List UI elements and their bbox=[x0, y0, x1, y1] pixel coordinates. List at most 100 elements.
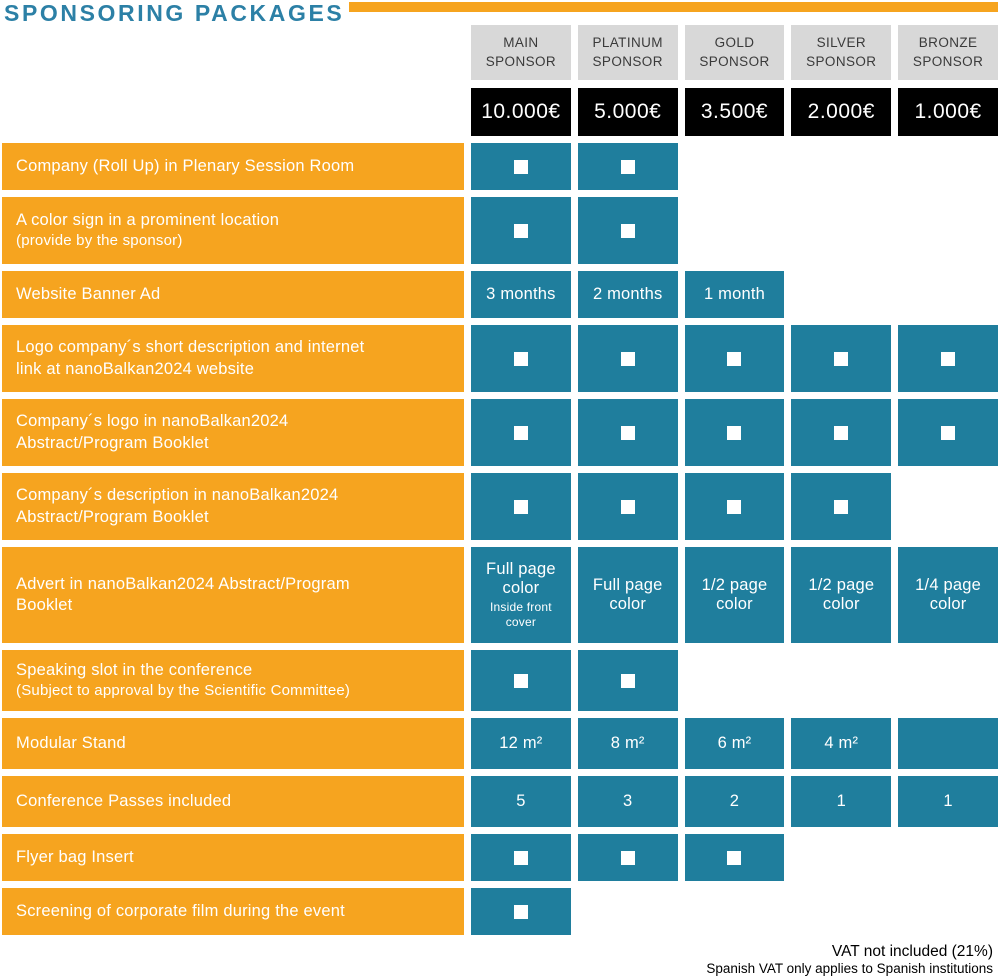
benefit-cell: 1/4 page color bbox=[898, 547, 998, 643]
vat-note-line2: Spanish VAT only applies to Spanish inst… bbox=[706, 961, 993, 977]
feature-label: Flyer bag Insert bbox=[2, 834, 464, 881]
feature-label-line1: Speaking slot in the conference bbox=[16, 661, 253, 680]
benefit-cell-text: 1 bbox=[836, 791, 846, 810]
check-square-icon bbox=[941, 351, 956, 366]
benefit-cell: 3 bbox=[577, 776, 678, 827]
feature-label-line1: Company´s description in nanoBalkan2024 bbox=[16, 486, 339, 505]
feature-label-line2: Abstract/Program Booklet bbox=[16, 507, 209, 526]
feature-row: Modular Stand 12 m² 8 m² 6 m² 4 m² bbox=[2, 718, 998, 769]
price-cell: 3.500€ bbox=[684, 88, 785, 136]
benefit-cell bbox=[471, 888, 571, 935]
empty-slot bbox=[791, 650, 891, 711]
page-title: SPONSORING PACKAGES bbox=[4, 0, 345, 26]
feature-row: Company (Roll Up) in Plenary Session Roo… bbox=[2, 143, 998, 190]
empty-slot bbox=[685, 143, 785, 190]
benefit-cell bbox=[471, 325, 571, 392]
feature-label: Screening of corporate film during the e… bbox=[2, 888, 464, 935]
feature-row: Speaking slot in the conference (Subject … bbox=[2, 650, 998, 711]
benefit-cell bbox=[577, 834, 678, 881]
empty-slot bbox=[898, 143, 998, 190]
column-header: BRONZE SPONSOR bbox=[898, 25, 998, 80]
benefit-cell bbox=[791, 473, 892, 540]
check-square-icon bbox=[834, 499, 849, 514]
feature-label-line1: Advert in nanoBalkan2024 Abstract/Progra… bbox=[16, 574, 350, 593]
benefit-cell-text: 2 bbox=[729, 791, 740, 810]
benefit-cell-text: 12 m² bbox=[499, 733, 543, 752]
benefit-cell: 1 month bbox=[684, 271, 785, 318]
benefit-cell: 2 bbox=[684, 776, 785, 827]
sponsor-table: MAIN SPONSOR PLATINUM SPONSOR GOLD SPONSOR… bbox=[2, 25, 998, 935]
empty-slot bbox=[898, 888, 998, 935]
benefit-cell bbox=[577, 650, 678, 711]
empty-slot bbox=[898, 197, 998, 264]
feature-label: Modular Stand bbox=[2, 718, 464, 769]
benefit-cell: 3 months bbox=[471, 271, 571, 318]
check-square-icon bbox=[620, 499, 635, 514]
check-square-icon bbox=[727, 499, 742, 514]
check-square-icon bbox=[727, 850, 742, 865]
check-square-icon bbox=[620, 351, 635, 366]
benefit-cell-text: Full page color bbox=[486, 559, 556, 597]
empty-slot bbox=[791, 197, 891, 264]
benefit-cell-text: 3 months bbox=[486, 284, 556, 303]
check-square-icon bbox=[513, 673, 528, 688]
feature-label-line1: Conference Passes included bbox=[16, 791, 232, 810]
title-bar: SPONSORING PACKAGES bbox=[2, 0, 998, 26]
feature-label: Website Banner Ad bbox=[2, 271, 464, 318]
empty-slot bbox=[898, 271, 998, 318]
feature-label-line1: A color sign in a prominent location bbox=[16, 211, 280, 230]
price-cell: 10.000€ bbox=[471, 88, 571, 136]
empty-slot bbox=[791, 143, 891, 190]
benefit-cell-text: 4 m² bbox=[824, 733, 859, 752]
column-header: MAIN SPONSOR bbox=[471, 25, 571, 80]
benefit-cell bbox=[684, 325, 785, 392]
feature-row: Conference Passes included 5 3 2 1 1 bbox=[2, 776, 998, 827]
feature-row: A color sign in a prominent location (pro… bbox=[2, 197, 998, 264]
empty-slot bbox=[898, 834, 998, 881]
benefit-cell bbox=[471, 834, 571, 881]
feature-label: Logo company´s short description and int… bbox=[2, 325, 464, 392]
benefit-cell bbox=[577, 325, 678, 392]
benefit-cell-text: Full page color bbox=[592, 575, 663, 613]
benefit-cell bbox=[577, 197, 678, 264]
feature-label-line1: Website Banner Ad bbox=[16, 284, 161, 303]
feature-row: Screening of corporate film during the e… bbox=[2, 888, 998, 935]
benefit-cell bbox=[791, 325, 892, 392]
benefit-cell bbox=[471, 473, 571, 540]
benefit-cell bbox=[471, 197, 571, 264]
benefit-cell: 5 bbox=[471, 776, 571, 827]
check-square-icon bbox=[620, 673, 635, 688]
feature-label-line1: Company (Roll Up) in Plenary Session Roo… bbox=[16, 156, 355, 175]
title-accent-bar bbox=[349, 2, 998, 12]
vat-note-line1: VAT not included (21%) bbox=[831, 943, 993, 960]
feature-row: Logo company´s short description and int… bbox=[2, 325, 998, 392]
benefit-cell: 6 m² bbox=[684, 718, 785, 769]
benefit-cell-text: 1 bbox=[943, 791, 953, 810]
benefit-cell-text: 1/2 page color bbox=[808, 575, 875, 613]
check-square-icon bbox=[727, 425, 742, 440]
benefit-cell bbox=[898, 325, 998, 392]
price-cell: 2.000€ bbox=[791, 88, 892, 136]
feature-row: Company´s description in nanoBalkan2024 A… bbox=[2, 473, 998, 540]
check-square-icon bbox=[513, 223, 528, 238]
check-square-icon bbox=[513, 850, 528, 865]
benefit-cell bbox=[684, 399, 785, 466]
feature-label-line1: Logo company´s short description and int… bbox=[16, 338, 365, 357]
benefit-cell-text: 1 month bbox=[703, 284, 765, 303]
benefit-cell: 1/2 page color bbox=[791, 547, 892, 643]
empty-slot bbox=[578, 888, 678, 935]
header-row: MAIN SPONSOR PLATINUM SPONSOR GOLD SPONSOR… bbox=[2, 25, 998, 80]
benefit-cell: 2 months bbox=[577, 271, 678, 318]
benefit-cell bbox=[577, 143, 678, 190]
benefit-cell bbox=[791, 399, 892, 466]
check-square-icon bbox=[513, 499, 528, 514]
benefit-cell-text: 8 m² bbox=[610, 733, 645, 752]
benefit-cell: 4 m² bbox=[791, 718, 892, 769]
benefit-cell-text: 6 m² bbox=[717, 733, 752, 752]
price-cell: 1.000€ bbox=[898, 88, 998, 136]
benefit-cell: 12 m² bbox=[471, 718, 571, 769]
empty-slot bbox=[791, 834, 891, 881]
benefit-cell bbox=[684, 473, 785, 540]
benefit-cell-text: 1/2 page color bbox=[701, 575, 768, 613]
feature-label: A color sign in a prominent location (pro… bbox=[2, 197, 464, 264]
